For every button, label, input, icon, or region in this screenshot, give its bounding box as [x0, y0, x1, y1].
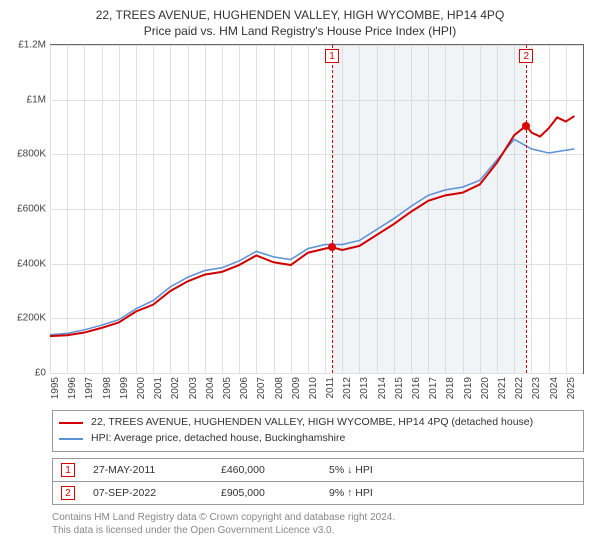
x-axis-label: 2021: [497, 377, 508, 399]
chart-subtitle: Price paid vs. HM Land Registry's House …: [10, 24, 590, 38]
sale-date: 07-SEP-2022: [93, 487, 203, 499]
y-axis-label: £400K: [17, 258, 50, 269]
x-axis-label: 1997: [84, 377, 95, 399]
x-axis-label: 2006: [239, 377, 250, 399]
x-axis-label: 2016: [411, 377, 422, 399]
x-axis-label: 2020: [480, 377, 491, 399]
x-axis-label: 1996: [67, 377, 78, 399]
plot-region: £0£200K£400K£600K£800K£1M£1.2M1995199619…: [50, 44, 584, 374]
x-axis-label: 2013: [359, 377, 370, 399]
x-axis-label: 2009: [291, 377, 302, 399]
x-axis-label: 2007: [256, 377, 267, 399]
marker-dot: [522, 122, 530, 130]
x-axis-label: 2023: [531, 377, 542, 399]
series-line-hpi: [50, 139, 574, 334]
sale-delta: 9% ↑ HPI: [329, 487, 373, 499]
x-axis-label: 2008: [274, 377, 285, 399]
x-axis-label: 2015: [394, 377, 405, 399]
x-axis-label: 2012: [342, 377, 353, 399]
y-axis-label: £1M: [27, 94, 50, 105]
sale-delta: 5% ↓ HPI: [329, 464, 373, 476]
legend-label: 22, TREES AVENUE, HUGHENDEN VALLEY, HIGH…: [91, 415, 533, 431]
x-axis-label: 2022: [514, 377, 525, 399]
marker-label-box: 2: [519, 49, 533, 63]
y-axis-label: £0: [35, 368, 50, 379]
legend-swatch: [59, 438, 83, 440]
legend-label: HPI: Average price, detached house, Buck…: [91, 431, 345, 447]
chart-title: 22, TREES AVENUE, HUGHENDEN VALLEY, HIGH…: [10, 8, 590, 22]
sales-table: 1 27-MAY-2011 £460,000 5% ↓ HPI 2 07-SEP-2022…: [52, 458, 584, 505]
x-axis-label: 2024: [549, 377, 560, 399]
x-axis-label: 2005: [222, 377, 233, 399]
figure-container: 22, TREES AVENUE, HUGHENDEN VALLEY, HIGH…: [0, 0, 600, 560]
y-axis-label: £200K: [17, 313, 50, 324]
footer-line-2: This data is licensed under the Open Gov…: [52, 524, 584, 537]
y-axis-label: £800K: [17, 149, 50, 160]
x-axis-label: 2014: [377, 377, 388, 399]
x-axis-label: 2019: [463, 377, 474, 399]
sale-date: 27-MAY-2011: [93, 464, 203, 476]
x-axis-label: 2011: [325, 377, 336, 399]
sale-row: 1 27-MAY-2011 £460,000 5% ↓ HPI: [53, 458, 583, 481]
x-axis-label: 1999: [119, 377, 130, 399]
y-axis-label: £600K: [17, 204, 50, 215]
legend-box: 22, TREES AVENUE, HUGHENDEN VALLEY, HIGH…: [52, 410, 584, 452]
marker-dot: [328, 243, 336, 251]
footer-line-1: Contains HM Land Registry data © Crown c…: [52, 511, 584, 524]
x-axis-label: 1995: [50, 377, 61, 399]
legend-item: HPI: Average price, detached house, Buck…: [59, 431, 577, 447]
y-axis-label: £1.2M: [18, 40, 50, 51]
footer-attribution: Contains HM Land Registry data © Crown c…: [52, 511, 584, 537]
x-axis-label: 1998: [102, 377, 113, 399]
x-axis-label: 2001: [153, 377, 164, 399]
x-axis-label: 2000: [136, 377, 147, 399]
x-axis-label: 2002: [170, 377, 181, 399]
sale-marker-box: 1: [61, 463, 75, 477]
gridline-h: [50, 373, 583, 374]
sale-row: 2 07-SEP-2022 £905,000 9% ↑ HPI: [53, 481, 583, 504]
series-line-subject: [50, 116, 574, 336]
sale-price: £905,000: [221, 487, 311, 499]
legend-swatch: [59, 422, 83, 424]
sale-price: £460,000: [221, 464, 311, 476]
legend-item: 22, TREES AVENUE, HUGHENDEN VALLEY, HIGH…: [59, 415, 577, 431]
marker-vline: [526, 45, 527, 373]
x-axis-label: 2018: [445, 377, 456, 399]
x-axis-label: 2025: [566, 377, 577, 399]
marker-vline: [332, 45, 333, 373]
marker-label-box: 1: [325, 49, 339, 63]
chart-area: £0£200K£400K£600K£800K£1M£1.2M1995199619…: [10, 44, 590, 404]
x-axis-label: 2004: [205, 377, 216, 399]
chart-svg: [50, 45, 583, 373]
x-axis-label: 2017: [428, 377, 439, 399]
x-axis-label: 2003: [188, 377, 199, 399]
x-axis-label: 2010: [308, 377, 319, 399]
sale-marker-box: 2: [61, 486, 75, 500]
